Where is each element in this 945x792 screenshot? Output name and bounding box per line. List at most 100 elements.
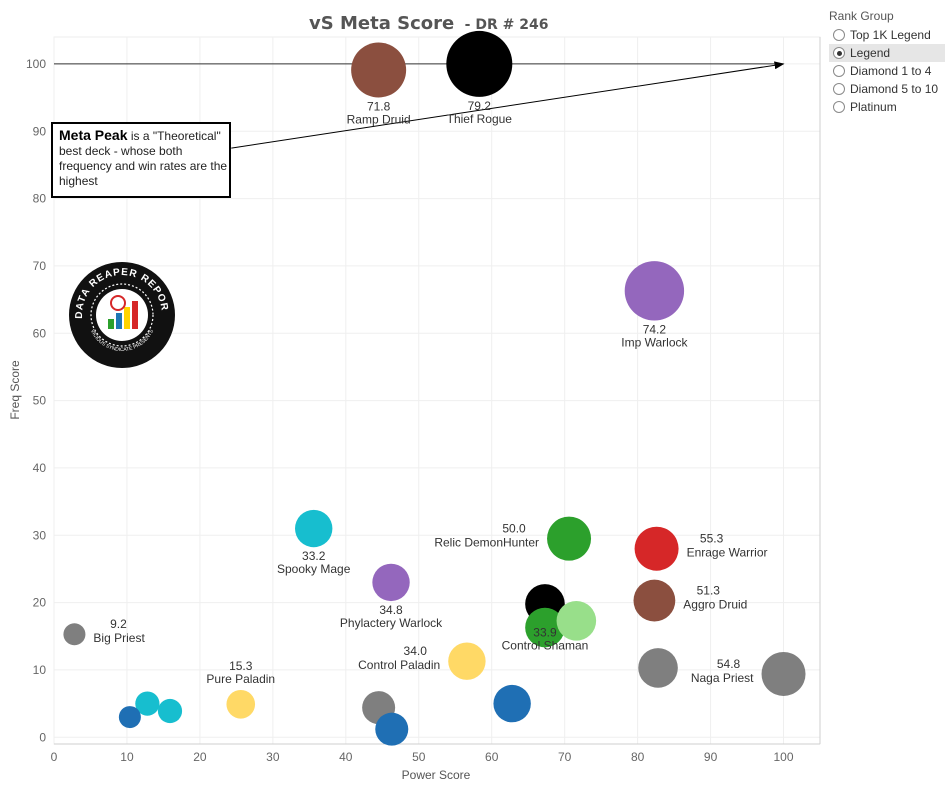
point-score-label: 9.2 — [110, 617, 127, 631]
rank-option-label: Platinum — [850, 100, 897, 114]
data-point — [761, 651, 806, 696]
radio-icon — [833, 65, 845, 77]
meta-peak-text: is a "Theoretical" best deck - whose bot… — [59, 129, 228, 188]
rank-option-legend[interactable]: Legend — [829, 44, 945, 62]
y-tick-label: 50 — [33, 394, 47, 408]
data-point — [375, 712, 409, 746]
x-tick-label: 80 — [631, 750, 645, 764]
x-axis-title: Power Score — [402, 768, 471, 782]
point-score-label: 15.3 — [229, 659, 253, 673]
data-point — [295, 509, 333, 548]
radio-icon — [833, 29, 845, 41]
point-name-label: Thief Rogue — [447, 112, 513, 126]
x-tick-label: 90 — [704, 750, 718, 764]
chart-subtitle: - DR # 246 — [465, 17, 549, 33]
data-point — [493, 684, 531, 723]
chart-title-main: vS Meta Score — [309, 13, 454, 34]
axes: 0 10 20 30 40 50 60 70 80 90 100 0 10 20 30 40 50 60 70 80 9… — [26, 37, 821, 764]
point-name-label: Phylactery Warlock — [340, 616, 443, 630]
point-name-label: Spooky Mage — [277, 562, 351, 576]
point-score-label: 50.0 — [502, 522, 526, 536]
data-point — [351, 42, 407, 98]
y-tick-label: 40 — [33, 461, 47, 475]
x-tick-label: 20 — [193, 750, 207, 764]
data-point — [135, 691, 160, 716]
data-points — [63, 30, 806, 746]
data-point — [634, 526, 679, 571]
point-name-label: Relic DemonHunter — [434, 536, 539, 550]
legend-title: Rank Group — [829, 9, 894, 23]
y-tick-label: 60 — [33, 326, 47, 340]
y-tick-label: 90 — [33, 124, 47, 138]
point-name-label: Control Paladin — [358, 658, 440, 672]
rank-group-legend: Rank Group Top 1K Legend Legend Diamond … — [829, 8, 945, 116]
point-name-label: Naga Priest — [691, 671, 754, 685]
y-tick-label: 20 — [33, 596, 47, 610]
rank-option-diamond-5-to-10[interactable]: Diamond 5 to 10 — [829, 80, 945, 98]
point-score-label: 71.8 — [367, 99, 391, 113]
y-tick-label: 0 — [39, 730, 46, 744]
x-tick-label: 60 — [485, 750, 499, 764]
data-point — [525, 607, 565, 648]
point-name-label: Pure Paladin — [206, 672, 275, 686]
rank-option-label: Diamond 1 to 4 — [850, 64, 932, 78]
point-score-label: 33.9 — [533, 626, 557, 640]
data-point — [448, 642, 486, 680]
y-tick-label: 100 — [26, 57, 46, 71]
data-point — [63, 623, 86, 646]
y-tick-label: 30 — [33, 528, 47, 542]
y-tick-label: 10 — [33, 663, 47, 677]
meta-peak-arrow — [231, 61, 785, 149]
point-name-label: Aggro Druid — [683, 598, 747, 612]
x-tick-label: 50 — [412, 750, 426, 764]
data-point — [633, 579, 676, 622]
x-tick-label: 10 — [120, 750, 134, 764]
y-axis-title: Freq Score — [8, 360, 22, 420]
data-point — [638, 648, 678, 688]
data-point — [157, 698, 183, 724]
bar-chart-icon — [108, 295, 138, 329]
point-score-label: 54.8 — [717, 657, 741, 671]
rank-option-label: Diamond 5 to 10 — [850, 82, 939, 96]
radio-selected-icon — [833, 47, 845, 59]
annotation-lines — [54, 61, 785, 149]
data-point — [556, 600, 597, 641]
point-score-label: 74.2 — [643, 323, 667, 337]
data-point — [226, 689, 256, 719]
x-tick-label: 30 — [266, 750, 280, 764]
x-tick-label: 100 — [774, 750, 794, 764]
point-score-label: 51.3 — [697, 584, 721, 598]
meta-peak-title: Meta Peak — [59, 127, 128, 143]
point-name-label: Big Priest — [93, 631, 145, 645]
y-tick-label: 70 — [33, 259, 47, 273]
y-tick-label: 80 — [33, 192, 47, 206]
point-score-label: 79.2 — [468, 99, 492, 113]
data-point — [547, 516, 592, 561]
meta-peak-annotation: Meta Peak is a "Theoretical" best deck -… — [51, 122, 231, 198]
rank-option-diamond-1-to-4[interactable]: Diamond 1 to 4 — [829, 62, 945, 80]
data-point — [624, 261, 685, 321]
rank-option-top-1k-legend[interactable]: Top 1K Legend — [829, 26, 945, 44]
point-name-label: Ramp Druid — [347, 112, 411, 126]
x-tick-label: 40 — [339, 750, 353, 764]
data-point — [372, 563, 410, 602]
rank-option-label: Legend — [850, 46, 891, 60]
radio-icon — [833, 101, 845, 113]
point-name-label: Control Shaman — [502, 639, 589, 653]
data-reaper-report-logo: DATA REAPER REPORT VICIOUS SYNDICATE PRE… — [68, 261, 175, 368]
point-name-label: Imp Warlock — [621, 336, 688, 350]
point-name-label: Enrage Warrior — [687, 546, 768, 560]
data-point — [118, 706, 141, 729]
point-score-label: 34.0 — [404, 644, 428, 658]
point-score-label: 33.2 — [302, 549, 326, 563]
chart-title: vS Meta Score - DR # 246 — [309, 13, 548, 34]
x-tick-label: 70 — [558, 750, 572, 764]
rank-option-label: Top 1K Legend — [850, 28, 931, 42]
point-score-label: 34.8 — [379, 603, 403, 617]
rank-option-platinum[interactable]: Platinum — [829, 98, 945, 116]
x-tick-label: 0 — [51, 750, 58, 764]
data-point — [446, 30, 513, 97]
radio-icon — [833, 83, 845, 95]
